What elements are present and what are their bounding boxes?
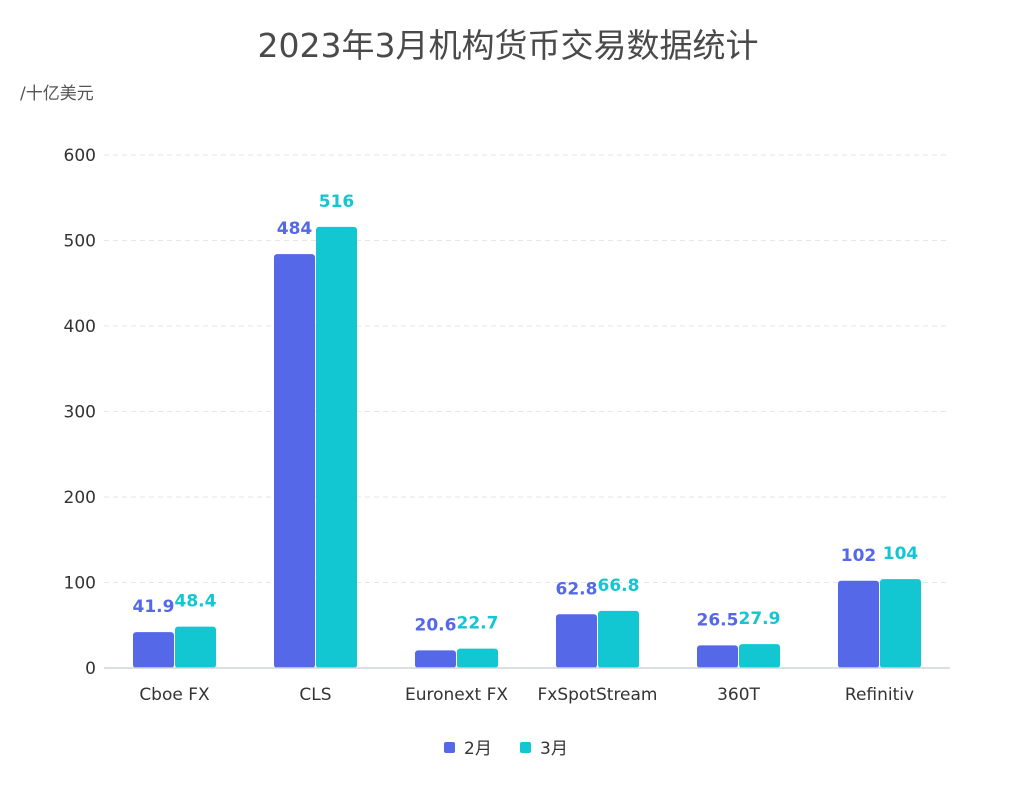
bar[interactable] [697, 645, 738, 668]
data-label: 62.8 [556, 579, 598, 599]
gridlines [104, 154, 950, 583]
chart-title: 2023年3月机构货币交易数据统计 [258, 26, 759, 65]
x-tick-label: CLS [299, 685, 331, 705]
x-axis: Cboe FX CLS Euronext FX FxSpotStream 360T Ref… [104, 667, 950, 705]
bar[interactable] [598, 610, 639, 668]
x-tick-label: Euronext FX [405, 685, 508, 705]
data-label: 484 [277, 219, 313, 239]
data-label: 26.5 [697, 610, 739, 630]
category-group: 20.6 22.7 [415, 614, 499, 668]
legend[interactable]: 2月 3月 [444, 739, 568, 759]
x-tick-label: 360T [717, 685, 760, 705]
data-label: 102 [841, 546, 877, 566]
x-tick-label: FxSpotStream [538, 685, 658, 705]
bar[interactable] [556, 614, 597, 668]
legend-swatch [444, 742, 455, 753]
legend-swatch [520, 742, 531, 753]
bar[interactable] [415, 650, 456, 668]
bar[interactable] [457, 648, 498, 668]
data-label: 22.7 [457, 614, 499, 634]
category-group: 484 516 [274, 192, 357, 668]
y-tick-labels: 0 100 200 300 400 500 600 [64, 146, 96, 679]
y-tick-label: 200 [64, 488, 96, 508]
bar[interactable] [739, 644, 780, 668]
bars: 41.9 48.4 484 516 20.6 22.7 62.8 66.8 26.5 27.9 10… [133, 192, 921, 668]
y-tick-label: 600 [64, 146, 96, 166]
data-label: 41.9 [133, 597, 175, 617]
legend-item[interactable]: 2月 [444, 739, 492, 759]
data-label: 66.8 [598, 576, 640, 596]
legend-item[interactable]: 3月 [520, 739, 568, 759]
y-tick-label: 400 [64, 317, 96, 337]
x-tick-label: Refinitiv [845, 685, 914, 705]
bar[interactable] [880, 579, 921, 668]
category-group: 62.8 66.8 [556, 576, 640, 668]
data-label: 104 [883, 544, 919, 564]
legend-label: 2月 [464, 739, 492, 759]
category-group: 102 104 [838, 544, 921, 668]
y-tick-label: 0 [85, 659, 96, 679]
data-label: 48.4 [175, 592, 217, 612]
category-group: 26.5 27.9 [697, 609, 781, 668]
x-tick-label: Cboe FX [139, 685, 210, 705]
legend-label: 3月 [540, 739, 568, 759]
bar[interactable] [274, 254, 315, 668]
data-label: 27.9 [739, 609, 781, 629]
data-label: 20.6 [415, 615, 457, 635]
y-tick-label: 300 [64, 403, 96, 423]
bar[interactable] [316, 226, 357, 668]
bar[interactable] [175, 626, 216, 668]
y-tick-label: 100 [64, 574, 96, 594]
y-tick-label: 500 [64, 232, 96, 252]
category-group: 41.9 48.4 [133, 592, 217, 668]
y-axis-unit-label: /十亿美元 [20, 84, 94, 104]
bar[interactable] [838, 580, 879, 668]
data-label: 516 [319, 192, 355, 212]
bar[interactable] [133, 632, 174, 668]
